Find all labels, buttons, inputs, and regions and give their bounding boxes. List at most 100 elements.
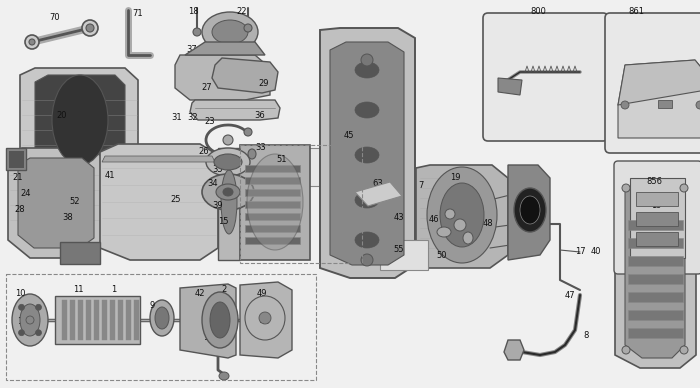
- Bar: [245, 165, 300, 172]
- Ellipse shape: [244, 128, 252, 136]
- Ellipse shape: [621, 101, 629, 109]
- Bar: [628, 274, 683, 284]
- Bar: [86, 300, 91, 340]
- Text: 22: 22: [237, 7, 247, 17]
- Polygon shape: [218, 148, 240, 260]
- Text: 6: 6: [454, 223, 458, 232]
- Bar: [62, 300, 67, 340]
- Ellipse shape: [622, 184, 630, 192]
- Ellipse shape: [52, 75, 108, 165]
- Text: 49: 49: [257, 289, 267, 298]
- Polygon shape: [35, 75, 125, 168]
- Text: 28: 28: [15, 206, 25, 215]
- Polygon shape: [180, 284, 236, 358]
- Bar: [245, 225, 300, 232]
- Ellipse shape: [12, 294, 48, 346]
- Text: 21: 21: [13, 173, 23, 182]
- Ellipse shape: [463, 232, 473, 244]
- Text: 5: 5: [443, 197, 449, 206]
- Text: 35: 35: [213, 166, 223, 175]
- Text: 45: 45: [657, 218, 667, 227]
- FancyBboxPatch shape: [605, 13, 700, 153]
- Text: 33: 33: [256, 144, 267, 152]
- Ellipse shape: [86, 24, 94, 32]
- Ellipse shape: [247, 154, 303, 250]
- FancyBboxPatch shape: [483, 13, 608, 141]
- Polygon shape: [20, 68, 138, 175]
- Polygon shape: [330, 42, 404, 265]
- Bar: [245, 189, 300, 196]
- Polygon shape: [240, 282, 292, 358]
- Ellipse shape: [445, 209, 455, 219]
- Text: 25: 25: [171, 196, 181, 204]
- Text: 856: 856: [646, 177, 662, 187]
- Bar: [636, 192, 678, 206]
- Bar: [60, 242, 100, 264]
- Text: 14: 14: [203, 334, 214, 343]
- Polygon shape: [508, 165, 550, 260]
- Text: 40: 40: [591, 248, 601, 256]
- Bar: [94, 300, 99, 340]
- Ellipse shape: [361, 254, 373, 266]
- Ellipse shape: [680, 184, 688, 192]
- Polygon shape: [498, 78, 522, 95]
- Text: A: A: [648, 194, 653, 203]
- Text: 10: 10: [15, 289, 25, 298]
- Ellipse shape: [440, 183, 484, 247]
- Text: 39: 39: [213, 201, 223, 211]
- Bar: [628, 238, 683, 248]
- Ellipse shape: [680, 346, 688, 354]
- Bar: [380, 240, 428, 270]
- Bar: [6, 148, 26, 170]
- Text: 55: 55: [393, 246, 405, 255]
- Ellipse shape: [454, 219, 466, 231]
- Text: 30: 30: [8, 158, 20, 166]
- Polygon shape: [175, 55, 270, 100]
- Ellipse shape: [355, 102, 379, 118]
- Bar: [118, 300, 123, 340]
- Bar: [630, 178, 685, 258]
- Polygon shape: [504, 340, 524, 360]
- Ellipse shape: [248, 149, 256, 159]
- Text: 46: 46: [428, 215, 440, 225]
- Text: 48: 48: [483, 220, 493, 229]
- Text: 20: 20: [57, 111, 67, 120]
- Text: 36: 36: [255, 111, 265, 121]
- Text: 52: 52: [70, 197, 80, 206]
- Polygon shape: [416, 165, 508, 268]
- Bar: [628, 256, 683, 266]
- Ellipse shape: [155, 307, 169, 329]
- Bar: [70, 300, 75, 340]
- Ellipse shape: [216, 184, 240, 200]
- Ellipse shape: [202, 292, 238, 348]
- Text: 17: 17: [575, 248, 585, 256]
- Bar: [628, 292, 683, 302]
- Ellipse shape: [82, 20, 98, 36]
- Bar: [126, 300, 131, 340]
- Bar: [628, 310, 683, 320]
- Text: 70: 70: [50, 14, 60, 23]
- Polygon shape: [320, 28, 415, 278]
- Bar: [636, 232, 678, 246]
- Ellipse shape: [214, 154, 242, 170]
- Ellipse shape: [437, 227, 451, 237]
- Ellipse shape: [36, 330, 41, 336]
- Text: 7: 7: [419, 182, 423, 191]
- Text: C: C: [648, 213, 653, 222]
- Bar: [78, 300, 83, 340]
- Text: 31: 31: [172, 114, 182, 123]
- Polygon shape: [8, 148, 104, 258]
- Ellipse shape: [355, 62, 379, 78]
- Text: 47: 47: [565, 291, 575, 300]
- Polygon shape: [618, 60, 700, 138]
- Ellipse shape: [206, 148, 250, 176]
- Bar: [245, 237, 300, 244]
- Ellipse shape: [221, 170, 237, 234]
- Text: 16: 16: [663, 239, 673, 248]
- Polygon shape: [615, 175, 696, 368]
- Polygon shape: [618, 60, 700, 105]
- Text: 3: 3: [449, 208, 455, 217]
- Bar: [245, 177, 300, 184]
- Text: 41: 41: [105, 170, 116, 180]
- Text: 800: 800: [530, 7, 546, 17]
